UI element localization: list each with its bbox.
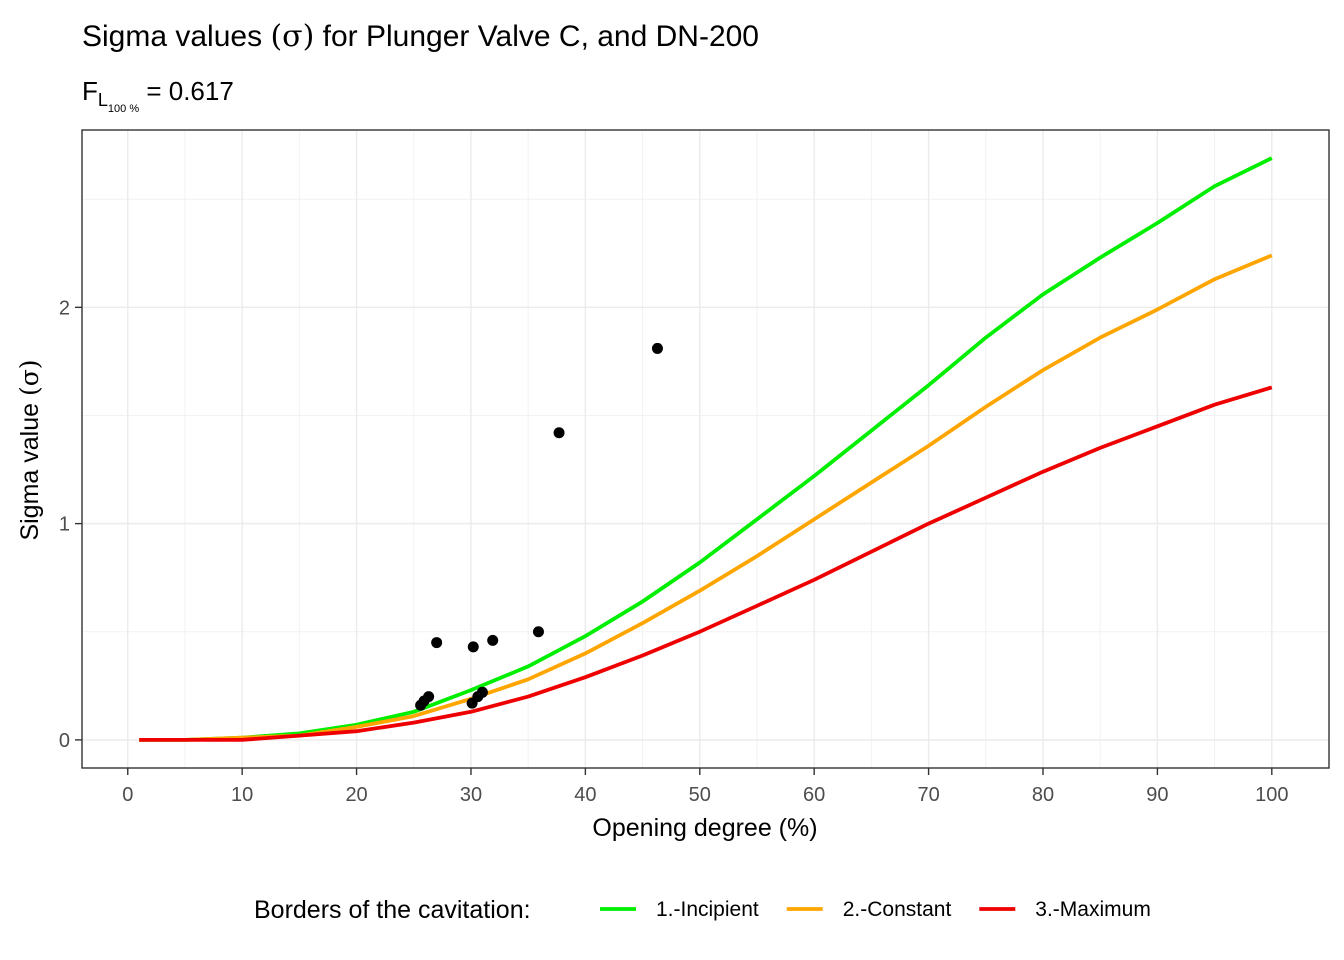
- legend-label: 1.-Incipient: [656, 898, 759, 921]
- x-tick-label: 30: [460, 784, 482, 806]
- x-tick-label: 70: [917, 784, 939, 806]
- x-tick-label: 80: [1032, 784, 1054, 806]
- legend-label: 2.-Constant: [843, 898, 952, 921]
- panel-background: [82, 130, 1329, 768]
- data-point: [467, 641, 479, 653]
- data-point: [553, 427, 565, 439]
- x-tick-label: 40: [574, 784, 596, 806]
- x-tick-label: 90: [1146, 784, 1168, 806]
- y-axis-title: Sigma value (σ): [15, 359, 44, 540]
- legend-item: 3.-Maximum: [979, 898, 1151, 921]
- y-tick-label: 2: [59, 297, 70, 319]
- chart-title: Sigma values (σ) for Plunger Valve C, an…: [82, 19, 759, 54]
- legend-title: Borders of the cavitation:: [254, 896, 531, 924]
- series-line: [139, 385, 1273, 742]
- x-tick-label: 100: [1255, 784, 1288, 806]
- data-point: [532, 626, 544, 638]
- chart-subtitle: FL100 % = 0.617: [82, 76, 234, 115]
- x-tick-label: 20: [345, 784, 367, 806]
- data-point: [423, 691, 435, 703]
- x-tick-label: 10: [231, 784, 253, 806]
- plot-panel: 0 10 20 30 40 50 60 70 80 90 100 0 1 2: [59, 129, 1330, 806]
- legend-item: 1.-Incipient: [600, 898, 759, 921]
- y-tick-label: 0: [59, 730, 70, 752]
- series-line: [139, 156, 1273, 742]
- panel-border: [81, 129, 1330, 769]
- x-tick-label: 60: [803, 784, 825, 806]
- legend: Borders of the cavitation: 1.-Incipient 2…: [254, 896, 1151, 924]
- x-tick-label: 0: [122, 784, 133, 806]
- legend-item: 2.-Constant: [786, 898, 952, 921]
- y-tick-label: 1: [59, 514, 70, 536]
- data-point: [487, 634, 499, 646]
- data-point: [476, 686, 488, 698]
- x-tick-label: 50: [689, 784, 711, 806]
- data-point: [651, 342, 663, 354]
- x-axis-title: Opening degree (%): [592, 814, 817, 842]
- legend-label: 3.-Maximum: [1035, 898, 1151, 921]
- data-point: [431, 637, 443, 649]
